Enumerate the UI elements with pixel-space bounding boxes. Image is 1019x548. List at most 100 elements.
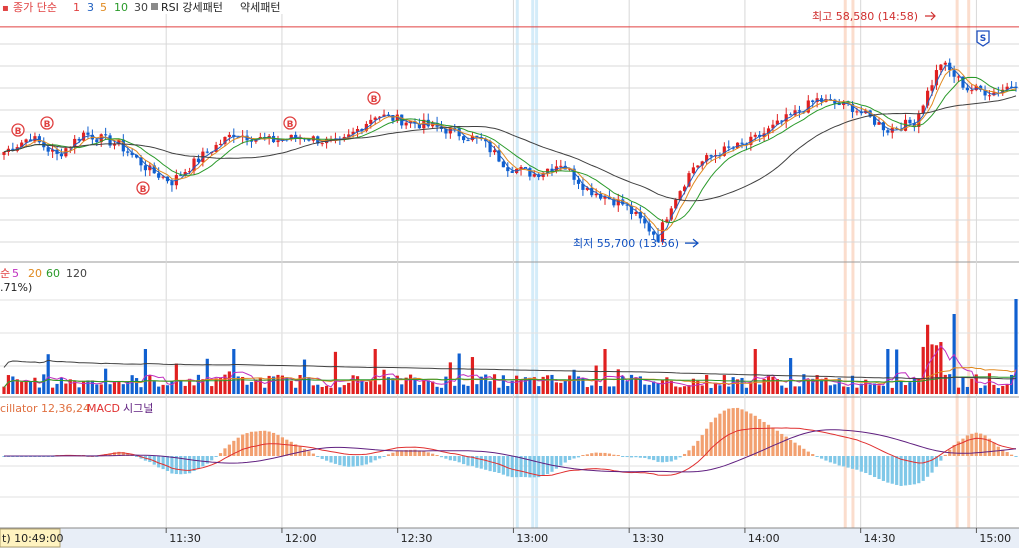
price-legend-title: 종가 단순 xyxy=(13,1,57,14)
volume-bar xyxy=(298,375,302,394)
macd-legend-macd: MACD xyxy=(87,402,120,415)
volume-bar xyxy=(983,385,987,394)
candle-body xyxy=(802,111,806,113)
oscillator-bar xyxy=(342,456,346,467)
candle-body xyxy=(227,134,231,137)
oscillator-bar xyxy=(232,440,236,456)
oscillator-bar xyxy=(457,456,461,463)
oscillator-bar xyxy=(227,444,231,456)
oscillator-bar xyxy=(112,452,117,456)
oscillator-bar xyxy=(294,444,298,456)
time-tick-label: 14:30 xyxy=(864,532,896,545)
oscillator-bar xyxy=(355,456,360,467)
volume-bar xyxy=(285,377,289,394)
volume-bar xyxy=(607,386,612,394)
volume-bar xyxy=(408,374,413,394)
volume-bar xyxy=(86,380,90,394)
oscillator-bar xyxy=(603,452,607,456)
volume-bar xyxy=(55,383,59,394)
oscillator-bar xyxy=(475,456,479,468)
candle-body xyxy=(51,149,55,152)
oscillator-bar xyxy=(771,427,775,456)
current-time-box xyxy=(0,528,61,548)
oscillator-bar xyxy=(541,456,545,476)
volume-bar xyxy=(338,387,342,394)
volume-bar xyxy=(740,377,744,394)
candle-body xyxy=(705,155,709,162)
candle-body xyxy=(1005,86,1009,90)
oscillator-bar xyxy=(307,451,311,456)
candle-body xyxy=(877,122,881,125)
oscillator-bar xyxy=(378,456,382,459)
candle-body xyxy=(934,70,939,86)
oscillator-bar xyxy=(157,456,161,468)
oscillator-bar xyxy=(895,456,899,485)
oscillator-bar xyxy=(828,456,832,463)
candle-body xyxy=(307,139,311,141)
volume-bar xyxy=(576,376,581,394)
oscillator-bar xyxy=(965,435,969,456)
volume-bar xyxy=(439,387,444,394)
volume-bar xyxy=(196,374,201,394)
oscillator-bar xyxy=(311,453,315,456)
buy-signal-circle xyxy=(283,116,297,130)
volume-bar xyxy=(842,386,846,394)
volume-legend-period: 5 xyxy=(12,267,19,280)
highlight-band xyxy=(531,0,535,528)
volume-bar xyxy=(329,387,333,394)
oscillator-bar xyxy=(903,456,908,486)
volume-bar xyxy=(130,375,134,394)
oscillator-bar xyxy=(669,456,673,462)
volume-bar xyxy=(400,384,404,394)
candle-body xyxy=(908,119,912,124)
volume-bar xyxy=(121,384,125,394)
volume-bar xyxy=(682,386,687,394)
volume-bar xyxy=(1014,299,1018,394)
buy-signal-marker: B xyxy=(136,181,150,195)
oscillator-bar xyxy=(674,456,678,460)
oscillator-bar xyxy=(656,456,660,462)
oscillator-bar xyxy=(302,448,307,456)
candle-body xyxy=(647,223,651,232)
volume-bar xyxy=(979,387,983,394)
oscillator-bar xyxy=(408,449,413,456)
volume-bar xyxy=(939,342,943,394)
volume-bar xyxy=(435,386,439,394)
oscillator-bar xyxy=(523,456,528,478)
volume-bar xyxy=(775,379,779,394)
candle-body xyxy=(501,161,505,168)
oscillator-bar xyxy=(735,407,740,456)
volume-bar xyxy=(422,379,426,394)
oscillator-bar xyxy=(316,456,320,457)
volume-bar xyxy=(625,380,629,394)
volume-bar xyxy=(868,384,872,394)
macd-legend-oscillator: cillator 12,36,24 xyxy=(0,402,90,415)
oscillator-bar xyxy=(537,456,541,478)
oscillator-bar xyxy=(448,456,452,461)
oscillator-bar xyxy=(926,456,930,477)
volume-bar xyxy=(232,349,236,394)
macd-line xyxy=(4,427,1017,476)
volume-bar xyxy=(612,386,616,394)
volume-bar xyxy=(134,378,139,394)
candle-body xyxy=(528,168,532,177)
price-legend-period: 30 xyxy=(134,1,148,14)
volume-bar xyxy=(42,374,46,394)
oscillator-bar xyxy=(607,453,612,456)
volume-bar xyxy=(581,378,585,394)
oscillator-bar xyxy=(762,421,766,456)
oscillator-bar xyxy=(996,446,1000,456)
oscillator-bar xyxy=(1014,456,1018,457)
price-legend-period: 5 xyxy=(100,1,107,14)
candle-body xyxy=(850,104,855,112)
oscillator-bar xyxy=(921,456,925,481)
volume-bar xyxy=(669,380,673,394)
oscillator-bar xyxy=(532,456,536,478)
oscillator-bar xyxy=(590,453,594,456)
candle-body xyxy=(656,234,660,242)
oscillator-bar xyxy=(470,456,475,467)
candle-body xyxy=(545,168,550,173)
volume-bar xyxy=(302,359,307,394)
